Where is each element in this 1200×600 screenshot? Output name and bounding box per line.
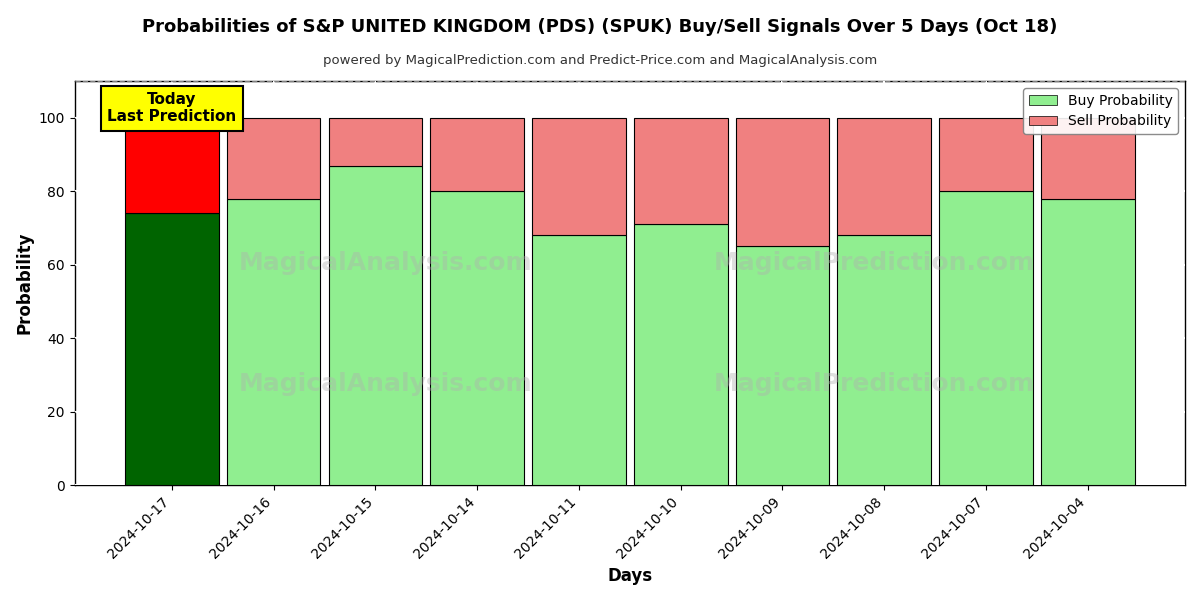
- Y-axis label: Probability: Probability: [16, 232, 34, 334]
- Text: MagicalAnalysis.com: MagicalAnalysis.com: [239, 372, 533, 396]
- Bar: [736, 118, 829, 247]
- Bar: [329, 166, 422, 485]
- Bar: [838, 118, 931, 235]
- Bar: [532, 118, 625, 235]
- Legend: Buy Probability, Sell Probability: Buy Probability, Sell Probability: [1024, 88, 1178, 134]
- Bar: [431, 191, 524, 485]
- Bar: [940, 191, 1033, 485]
- X-axis label: Days: Days: [607, 567, 653, 585]
- Text: Probabilities of S&P UNITED KINGDOM (PDS) (SPUK) Buy/Sell Signals Over 5 Days (O: Probabilities of S&P UNITED KINGDOM (PDS…: [143, 18, 1057, 36]
- Text: MagicalAnalysis.com: MagicalAnalysis.com: [239, 251, 533, 275]
- Text: powered by MagicalPrediction.com and Predict-Price.com and MagicalAnalysis.com: powered by MagicalPrediction.com and Pre…: [323, 54, 877, 67]
- Bar: [736, 247, 829, 485]
- Bar: [125, 118, 218, 213]
- Bar: [431, 118, 524, 191]
- Bar: [125, 213, 218, 485]
- Text: Today
Last Prediction: Today Last Prediction: [107, 92, 236, 124]
- Text: MagicalPrediction.com: MagicalPrediction.com: [714, 372, 1034, 396]
- Bar: [838, 235, 931, 485]
- Bar: [634, 118, 727, 224]
- Bar: [1040, 118, 1134, 199]
- Bar: [1040, 199, 1134, 485]
- Bar: [227, 199, 320, 485]
- Text: MagicalPrediction.com: MagicalPrediction.com: [714, 251, 1034, 275]
- Bar: [227, 118, 320, 199]
- Bar: [329, 118, 422, 166]
- Bar: [634, 224, 727, 485]
- Bar: [532, 235, 625, 485]
- Bar: [940, 118, 1033, 191]
